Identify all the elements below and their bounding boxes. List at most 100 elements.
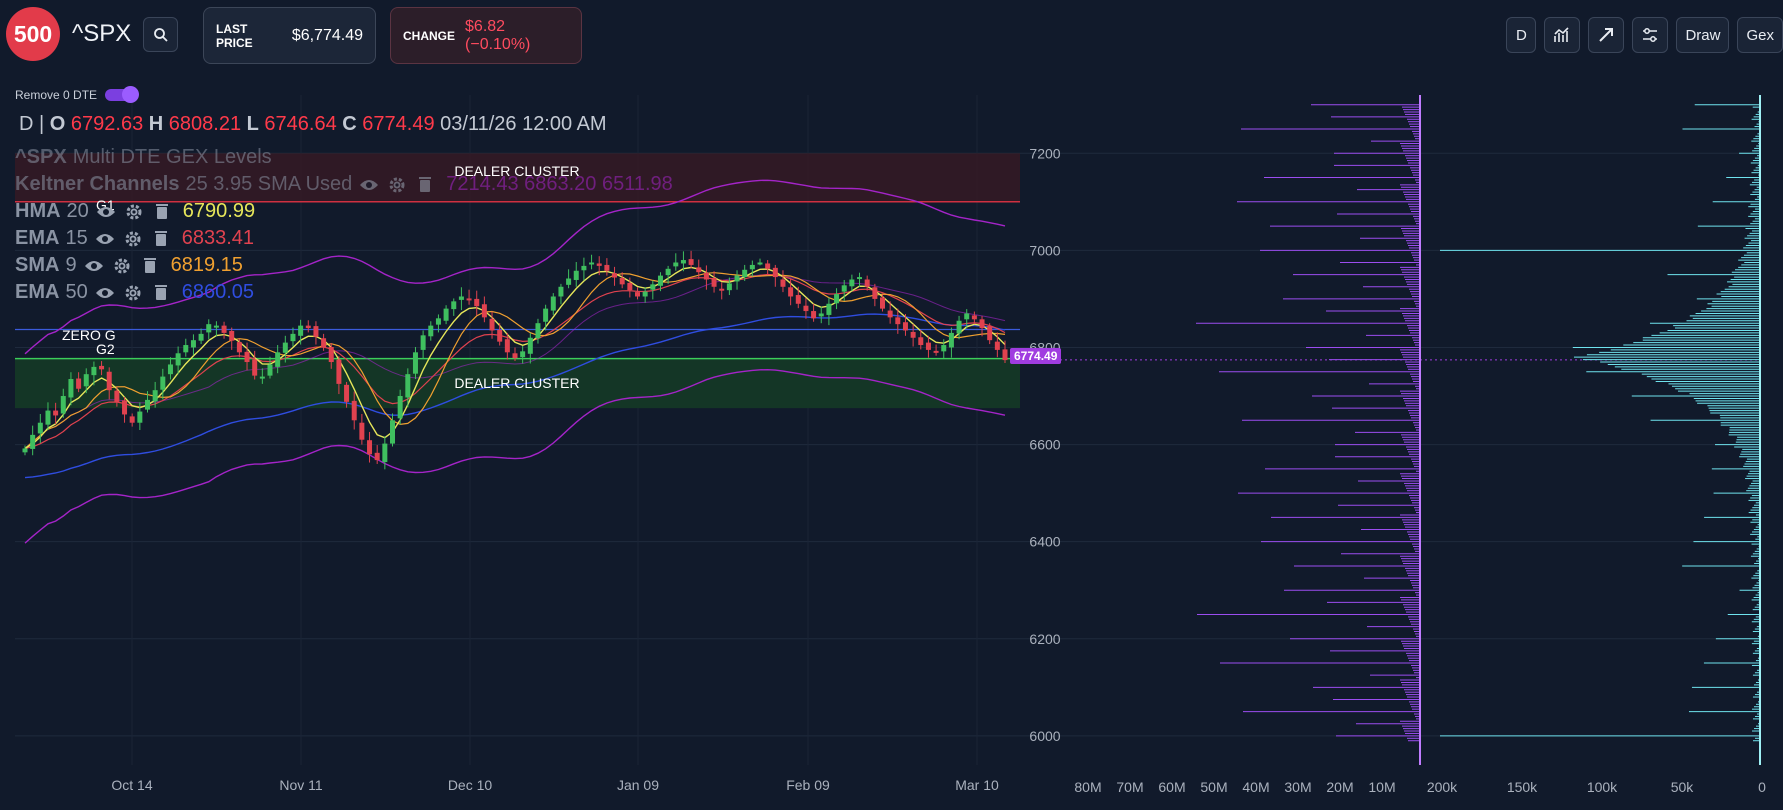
candle-body — [925, 342, 931, 350]
candle-body — [688, 259, 694, 265]
x-tick-label: Dec 10 — [448, 777, 493, 793]
gex-button[interactable]: Gex — [1737, 17, 1783, 53]
eye-icon[interactable] — [94, 228, 116, 250]
gex-right-axis-label: 200k — [1427, 779, 1458, 795]
gex-left-axis-label: 80M — [1074, 779, 1101, 795]
candle-body — [167, 364, 173, 375]
ohlc-readout: D | O 6792.63 H 6808.21 L 6746.64 C 6774… — [19, 113, 607, 135]
legend-ema15-name: EMA — [15, 227, 60, 249]
eye-icon[interactable] — [95, 201, 117, 223]
change-card: CHANGE $6.82 (−0.10%) — [390, 7, 582, 64]
x-tick-label: Feb 09 — [786, 777, 830, 793]
ticker-symbol[interactable]: ^SPX — [72, 20, 132, 47]
trash-icon[interactable] — [414, 174, 436, 196]
gex-left-axis-label: 50M — [1200, 779, 1227, 795]
hma-line — [24, 266, 1006, 450]
indicators-button[interactable] — [1544, 17, 1581, 53]
candle-body — [313, 326, 319, 337]
trash-icon[interactable] — [150, 282, 172, 304]
gear-icon[interactable] — [386, 174, 408, 196]
legend-gex-levels[interactable]: ^SPX Multi DTE GEX Levels — [15, 144, 673, 171]
candle-body — [619, 278, 625, 285]
gear-icon[interactable] — [122, 228, 144, 250]
candle-body — [45, 410, 51, 425]
ohlc-low: 6746.64 — [264, 113, 337, 135]
indicator-legend: ^SPX Multi DTE GEX Levels Keltner Channe… — [15, 144, 673, 306]
candle-body — [627, 282, 633, 291]
legend-hma-name: HMA — [15, 200, 61, 222]
candle-body — [206, 324, 212, 333]
ohlc-open-label: O — [49, 113, 66, 135]
candle-body — [726, 283, 732, 291]
sma9-line — [24, 272, 1006, 449]
gex-right-axis-label: 50k — [1671, 779, 1695, 795]
legend-ema50[interactable]: EMA 50 6860.05 — [15, 279, 673, 306]
legend-ema15-value: 6833.41 — [181, 227, 254, 249]
gear-icon[interactable] — [122, 282, 144, 304]
candle-body — [466, 298, 472, 301]
candles — [22, 250, 1008, 470]
candle-body — [474, 298, 480, 307]
trash-icon[interactable] — [151, 201, 173, 223]
legend-sma9[interactable]: SMA 9 6819.15 — [15, 252, 673, 279]
eye-icon[interactable] — [358, 174, 380, 196]
eye-icon[interactable] — [83, 255, 105, 277]
draw-button[interactable]: Draw — [1676, 17, 1730, 53]
toolbar: D Draw Gex — [1506, 17, 1783, 53]
gex-left-axis-label: 20M — [1326, 779, 1353, 795]
candle-body — [864, 279, 870, 287]
y-tick-label: 7200 — [1029, 145, 1060, 161]
x-tick-label: Jan 09 — [617, 777, 659, 793]
candle-body — [390, 420, 395, 444]
gear-icon[interactable] — [111, 255, 133, 277]
search-button[interactable] — [143, 17, 178, 52]
candle-body — [849, 279, 855, 287]
candle-body — [558, 286, 564, 297]
candle-body — [857, 277, 863, 280]
candle-body — [872, 287, 878, 299]
trend-button[interactable] — [1588, 17, 1625, 53]
candle-body — [321, 338, 327, 348]
y-tick-label: 6600 — [1029, 437, 1060, 453]
gear-icon[interactable] — [123, 201, 145, 223]
ohlc-close-label: C — [342, 113, 357, 135]
candle-body — [76, 378, 82, 389]
settings-button[interactable] — [1632, 17, 1669, 53]
candle-body — [635, 292, 640, 297]
candle-body — [971, 315, 977, 320]
candle-body — [435, 318, 441, 325]
gex-zones — [15, 153, 1760, 409]
last-price-tag: 6774.49 — [1010, 348, 1062, 364]
candle-body — [305, 325, 311, 329]
legend-ema15[interactable]: EMA 15 6833.41 — [15, 225, 673, 252]
remove-0dte-switch[interactable] — [105, 86, 140, 103]
candle-body — [573, 270, 579, 280]
moving-averages — [24, 266, 1006, 479]
candle-body — [818, 313, 824, 317]
candle-body — [902, 322, 908, 331]
trash-icon[interactable] — [150, 228, 172, 250]
candle-body — [765, 263, 771, 269]
candle-body — [497, 329, 503, 342]
candle-body — [137, 411, 143, 423]
candle-body — [696, 267, 702, 273]
gex-left-axis-label: 40M — [1242, 779, 1269, 795]
legend-ema50-value: 6860.05 — [181, 281, 254, 303]
eye-icon[interactable] — [94, 282, 116, 304]
x-tick-label: Nov 11 — [279, 777, 323, 793]
legend-keltner[interactable]: Keltner Channels 25 3.95 SMA Used 7214.4… — [15, 171, 673, 198]
candle-body — [37, 422, 43, 434]
candle-body — [213, 325, 219, 328]
g2-label: G2 — [96, 341, 115, 357]
legend-hma[interactable]: HMA 20 6790.99 — [15, 198, 673, 225]
timeframe-button[interactable]: D — [1506, 17, 1537, 53]
candle-body — [129, 416, 135, 423]
gex-left-axis-label: 70M — [1116, 779, 1143, 795]
candle-body — [336, 359, 342, 384]
settings-sliders-icon — [1643, 28, 1658, 42]
gex-right-axis-label: 100k — [1587, 779, 1618, 795]
trash-icon[interactable] — [139, 255, 161, 277]
candle-body — [489, 318, 495, 331]
